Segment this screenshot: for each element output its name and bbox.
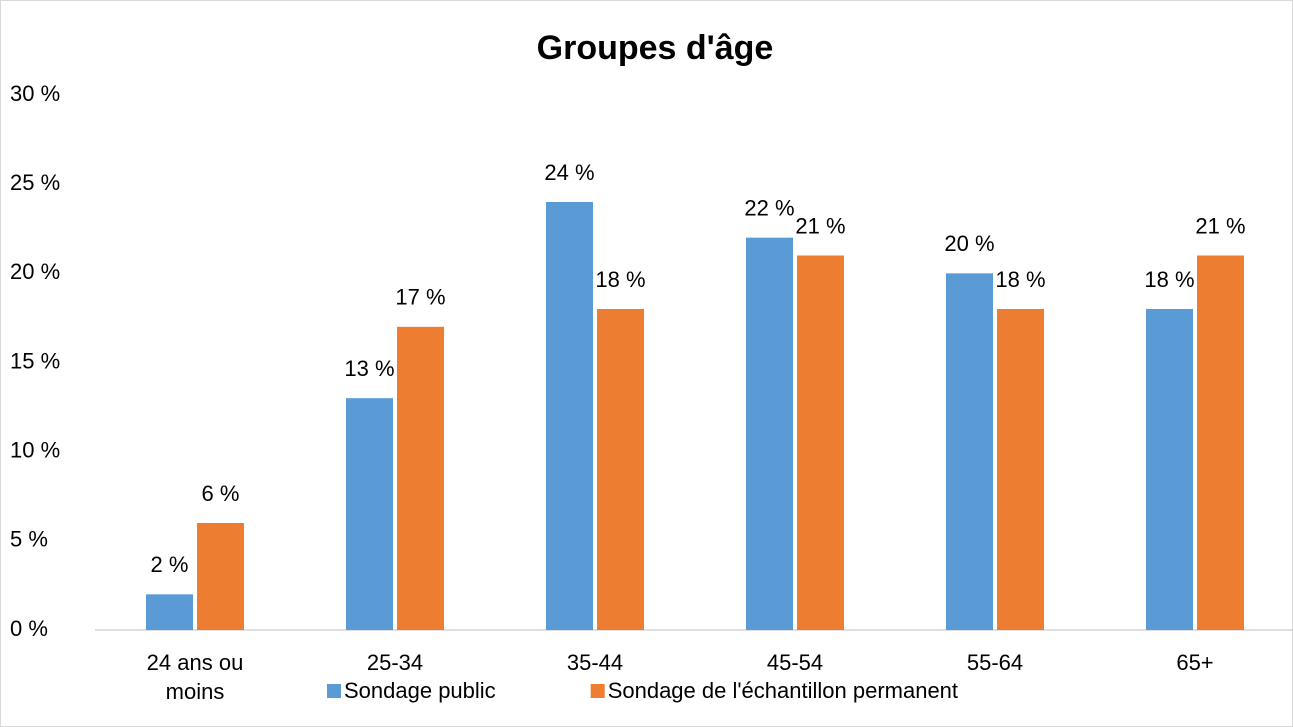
x-tick-label: 24 ans ou moins [146,650,244,704]
data-label: 6 % [202,481,240,506]
chart-title: Groupes d'âge [537,29,774,67]
data-label: 20 % [944,231,994,256]
bar [397,326,444,630]
y-tick-label: 10 % [10,437,60,462]
bar [1146,309,1193,630]
x-tick-label-box: 55-64 [966,650,1024,675]
legend-label: Sondage public [344,678,496,703]
y-tick-label: 0 % [10,616,48,641]
bar [1197,255,1244,630]
data-label: 21 % [795,213,845,238]
x-tick-label: 25-34 [366,650,424,675]
x-tick-label-box: 25-34 [366,650,424,675]
bar [597,309,644,630]
data-label: 13 % [344,356,394,381]
legend-label: Sondage de l'échantillon permanent [608,678,958,703]
y-tick-label: 30 % [10,81,60,106]
y-tick-label: 25 % [10,170,60,195]
data-label: 18 % [1144,267,1194,292]
legend-swatch [590,684,605,698]
x-tick-label: 35-44 [566,650,624,675]
x-tick-label-box: 24 ans ou moins [146,650,244,704]
bar [346,398,393,630]
x-tick-label-box: 35-44 [566,650,624,675]
x-tick-label: 65+ [1176,650,1214,675]
data-label: 17 % [395,285,445,310]
data-label: 18 % [995,267,1045,292]
data-label: 18 % [595,267,645,292]
x-tick-label-box: 65+ [1176,650,1214,675]
data-label: 24 % [544,160,594,185]
data-label: 22 % [744,195,794,220]
bar [797,255,844,630]
x-tick-label-box: 45-54 [766,650,824,675]
bar [197,523,244,630]
bar [997,309,1044,630]
bar [746,237,793,630]
y-tick-label: 15 % [10,348,60,373]
bar [546,202,593,630]
y-tick-label: 20 % [10,259,60,284]
data-label: 2 % [151,552,189,577]
data-label: 21 % [1195,213,1245,238]
legend-swatch [327,684,341,698]
x-tick-label: 45-54 [766,650,824,675]
y-tick-label: 5 % [10,527,48,552]
bar [146,594,193,630]
x-tick-label: 55-64 [966,650,1024,675]
bar [946,273,993,630]
